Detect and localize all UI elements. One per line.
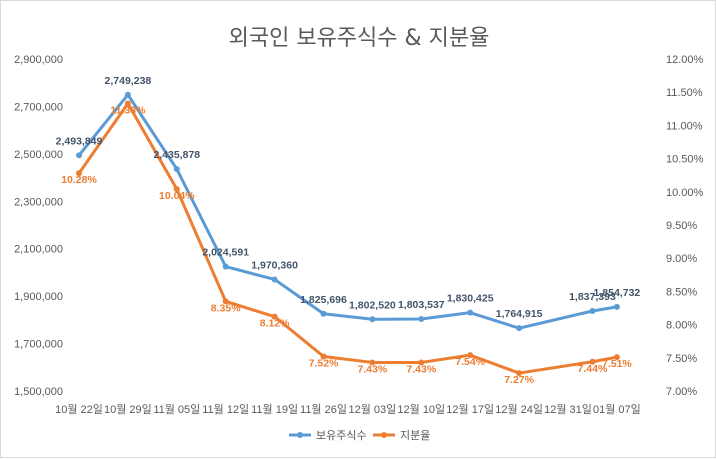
series-point-1 (467, 309, 474, 316)
data-label-series-1: 1,802,520 (349, 299, 396, 311)
data-label-series-2: 7.27% (504, 374, 534, 386)
series-point-2 (124, 100, 131, 107)
left-tick-label: 1,700,000 (14, 339, 63, 351)
series-point-1 (418, 316, 425, 323)
x-tick-label: 11월 05일 (153, 402, 200, 416)
data-labels: 2,493,849 2,749,238 2,435,878 2,024,5911,97… (56, 75, 641, 386)
data-label-series-1: 1,803,537 (398, 299, 445, 311)
series-point-1 (320, 310, 327, 317)
data-label-series-1: 1,837,393 (569, 291, 616, 303)
right-tick-label: 8.50% (666, 286, 697, 298)
series-line-1 (77, 93, 619, 330)
left-tick-label: 2,500,000 (14, 149, 63, 161)
series-point-2 (516, 370, 523, 377)
series-point-1 (222, 263, 229, 270)
series-point-1 (613, 303, 620, 310)
data-label-series-2: 7.54% (455, 356, 485, 368)
left-tick-label: 2,100,000 (14, 244, 63, 256)
chart-title: 외국인 보유주식수 & 지분율 (229, 26, 490, 51)
x-tick-label: 12월 17일 (446, 402, 494, 416)
series-line-2 (77, 101, 619, 375)
data-label-series-1: 2,024,591 (202, 247, 249, 259)
left-tick-label: 2,700,000 (14, 101, 63, 113)
right-tick-label: 7.00% (666, 386, 697, 398)
x-tick-label: 11월 26일 (300, 402, 347, 416)
series-point-2 (271, 313, 278, 320)
data-label-series-1: 1,825,696 (300, 294, 347, 306)
left-tick-label: 1,900,000 (14, 291, 63, 303)
left-axis-ticks: 1,500,000 1,700,000 1,900,000 2,100,000 2,30… (14, 54, 63, 398)
data-label-series-2: 7.43% (406, 363, 436, 375)
series-point-2 (467, 352, 474, 359)
series-point-1 (124, 91, 131, 98)
legend-label-2: 지분율 (400, 429, 430, 442)
series-point-2 (613, 354, 620, 361)
data-label-series-2: 10.28% (61, 174, 97, 186)
data-label-series-1: 1,970,360 (251, 259, 298, 271)
series-point-1 (271, 276, 278, 283)
x-axis-ticks: 10월 22일 10월 29일 11월 05일 11월 12일 11월 19일 11월 2… (55, 402, 641, 416)
data-label-series-2: 7.44% (578, 363, 608, 375)
x-tick-label: 01월 07일 (593, 402, 641, 416)
series-point-1 (516, 325, 523, 332)
data-label-series-1: 1,764,915 (496, 308, 543, 320)
x-tick-label: 12월 03일 (349, 402, 397, 416)
right-tick-label: 11.50% (666, 87, 703, 99)
right-tick-label: 9.50% (666, 220, 697, 232)
series-point-1 (369, 316, 376, 323)
series-layer (76, 91, 620, 377)
series-point-2 (320, 353, 327, 360)
left-tick-label: 2,300,000 (14, 196, 63, 208)
series-point-2 (369, 359, 376, 366)
series-point-1 (589, 307, 596, 314)
right-tick-label: 10.50% (666, 154, 704, 166)
right-axis-ticks: 7.00% 7.50% 8.00% 8.50% 9.00% 9.50% 10.00% 10.5… (666, 54, 704, 398)
x-tick-label: 12월 31일 (544, 402, 592, 416)
x-tick-label: 12월 24일 (495, 402, 543, 416)
series-point-2 (76, 170, 82, 177)
data-label-series-1: 2,435,878 (153, 149, 200, 161)
right-tick-label: 10.00% (666, 187, 704, 199)
legend: 보유주식수 지분율 (289, 429, 430, 442)
right-tick-label: 8.00% (666, 320, 697, 332)
x-tick-label: 11월 12일 (202, 402, 249, 416)
left-tick-label: 1,500,000 (14, 386, 63, 398)
legend-marker-2 (381, 432, 387, 438)
data-label-series-2: 8.12% (260, 318, 290, 330)
left-tick-label: 2,900,000 (14, 54, 63, 66)
data-label-series-1: 2,493,849 (56, 135, 103, 147)
series-point-2 (589, 358, 596, 365)
data-label-series-1: 2,749,238 (105, 75, 152, 87)
series-point-2 (222, 298, 229, 305)
right-tick-label: 7.50% (666, 353, 697, 365)
x-tick-label: 11월 19일 (251, 402, 298, 416)
series-point-2 (173, 186, 180, 193)
right-tick-label: 11.00% (666, 120, 703, 132)
data-label-series-2: 10.04% (159, 190, 195, 202)
data-label-series-2: 7.51% (602, 358, 632, 370)
data-label-series-2: 7.43% (358, 363, 388, 375)
data-label-series-1: 1,830,425 (447, 293, 494, 305)
data-label-series-2: 11.33% (110, 104, 146, 116)
data-label-series-2: 8.35% (211, 302, 241, 314)
x-tick-label: 10월 22일 (55, 402, 103, 416)
series-point-1 (76, 152, 82, 159)
legend-marker-1 (297, 432, 303, 438)
x-tick-label: 10월 29일 (104, 402, 152, 416)
data-label-series-1: 1,854,732 (594, 287, 641, 299)
legend-label-1: 보유주식수 (316, 429, 367, 442)
data-label-series-2: 7.52% (309, 357, 339, 369)
right-tick-label: 12.00% (666, 54, 704, 66)
x-tick-label: 12월 10일 (397, 402, 445, 416)
series-point-2 (418, 359, 425, 366)
right-tick-label: 9.00% (666, 253, 697, 265)
series-point-1 (173, 166, 180, 173)
